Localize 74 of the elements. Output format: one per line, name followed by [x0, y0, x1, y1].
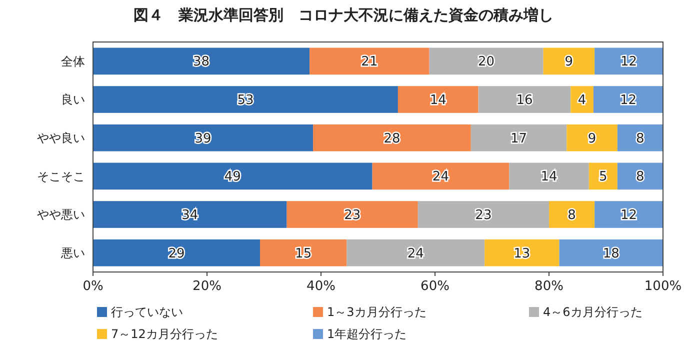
- bar: [93, 201, 287, 228]
- data-label: 23: [475, 208, 492, 224]
- bar: [93, 124, 314, 152]
- data-label: 8: [636, 170, 644, 185]
- bar: [617, 124, 663, 152]
- data-label: 8: [636, 131, 644, 146]
- data-label: 13: [514, 246, 530, 262]
- data-label: 18: [602, 246, 620, 262]
- bar: [346, 239, 485, 266]
- data-label: 17: [510, 131, 528, 146]
- data-label: 12: [620, 54, 638, 70]
- data-label: 14: [430, 93, 446, 108]
- legend-label: 7～12カ月分行った: [111, 327, 218, 342]
- bar: [484, 239, 560, 266]
- data-label: 5: [599, 170, 608, 185]
- bar: [543, 48, 595, 75]
- data-label: 49: [224, 170, 241, 185]
- data-label: 29: [168, 246, 185, 262]
- bar: [93, 86, 398, 113]
- y-tick-label: 良い: [61, 92, 85, 107]
- y-tick-label: 全体: [61, 54, 85, 68]
- data-label: 34: [182, 208, 198, 224]
- x-tick-label: 100%: [644, 279, 682, 294]
- bar: [286, 201, 418, 228]
- bar: [93, 162, 372, 190]
- y-tick-label: やや悪い: [37, 208, 85, 222]
- bar: [478, 86, 571, 113]
- data-label: 38: [193, 54, 210, 70]
- bar: [310, 48, 430, 75]
- bar: [313, 124, 471, 152]
- data-label: 12: [620, 93, 637, 108]
- bar: [566, 124, 618, 152]
- data-label: 28: [384, 131, 400, 146]
- y-tick-label: そこそこ: [37, 169, 85, 184]
- bar: [260, 239, 347, 266]
- bar: [93, 239, 260, 266]
- bar: [93, 48, 310, 75]
- y-tick-label: やや良い: [37, 131, 85, 146]
- x-tick-label: 40%: [306, 279, 336, 294]
- bar: [559, 239, 663, 266]
- data-label: 9: [564, 54, 574, 70]
- bar: [398, 86, 478, 113]
- y-tick-label: 悪い: [60, 246, 85, 260]
- chart-title: 図４ 業況水準回答別 コロナ大不況に備えた資金の積み増し: [134, 6, 554, 24]
- bar: [594, 201, 663, 228]
- legend-label: 行っていない: [111, 305, 183, 320]
- data-label: 14: [540, 170, 558, 185]
- bar: [593, 86, 663, 113]
- legend-label: 4～6カ月分行った: [543, 305, 642, 320]
- data-label: 12: [620, 208, 638, 224]
- data-label: 53: [237, 93, 254, 108]
- data-label: 24: [407, 246, 424, 262]
- bar: [429, 48, 544, 75]
- data-label: 24: [432, 170, 449, 185]
- data-label: 23: [344, 208, 361, 224]
- data-label: 21: [361, 54, 378, 70]
- data-label: 4: [578, 93, 586, 108]
- data-label: 9: [588, 131, 596, 146]
- bar: [372, 162, 510, 190]
- data-label: 8: [568, 208, 576, 224]
- x-tick-label: 60%: [420, 279, 450, 294]
- bar: [509, 162, 589, 190]
- legend-label: 1～3カ月分行った: [327, 305, 426, 320]
- x-tick-label: 20%: [192, 279, 222, 294]
- legend-label: 1年超分行った: [327, 327, 407, 342]
- bar: [549, 201, 595, 228]
- x-tick-label: 80%: [534, 279, 564, 294]
- bar: [418, 201, 549, 228]
- data-label: 39: [194, 131, 212, 146]
- data-label: 16: [516, 93, 533, 108]
- x-tick-label: 0%: [82, 279, 104, 294]
- bar: [470, 124, 567, 152]
- data-label: 20: [478, 54, 495, 70]
- data-label: 15: [295, 246, 312, 262]
